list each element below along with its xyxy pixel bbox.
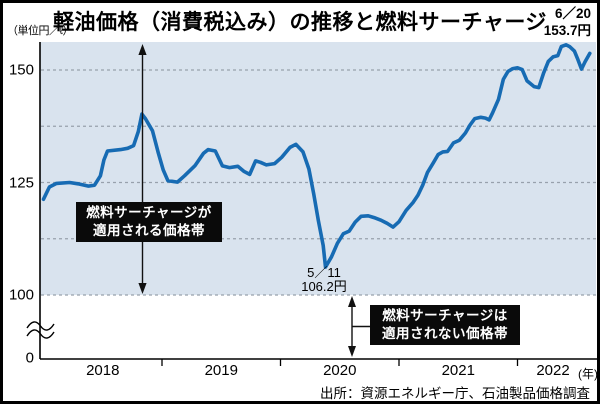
latest-date: 6／20 bbox=[554, 6, 591, 21]
chart-title: 軽油価格（消費税込み）の推移と燃料サーチャージ bbox=[53, 11, 547, 34]
price-line-series bbox=[41, 42, 592, 269]
surcharge-applied-line1: 燃料サーチャージが bbox=[86, 205, 212, 220]
axes bbox=[39, 42, 597, 360]
surcharge-not-applied-label: 燃料サーチャージは 適用されない価格帯 bbox=[370, 305, 520, 345]
y-axis-label-150: 150 bbox=[8, 61, 34, 79]
dip-date: 5／11 bbox=[307, 265, 341, 280]
surcharge-applied-label: 燃料サーチャージが 適用される価格帯 bbox=[76, 202, 222, 242]
x-axis-label-2018: 2018 bbox=[86, 362, 120, 379]
source-citation: 出所：資源エネルギー庁、石油製品価格調査 bbox=[320, 386, 590, 401]
x-axis-label-2022: 2022 bbox=[536, 362, 570, 379]
surcharge-applied-line2: 適用される価格帯 bbox=[93, 223, 205, 238]
unit-label: （単位円／ℓ） bbox=[7, 25, 74, 37]
latest-price-annotation: 6／20 153.7円 bbox=[544, 5, 591, 39]
x-axis-label-2019: 2019 bbox=[204, 362, 238, 379]
not-applied-range-arrow bbox=[348, 296, 371, 357]
x-axis-ticks bbox=[161, 359, 519, 366]
y-axis-label-100: 100 bbox=[8, 286, 34, 304]
dip-price: 106.2円 bbox=[301, 279, 347, 294]
dip-annotation: 5／11 106.2円 bbox=[301, 266, 347, 294]
year-axis-suffix: (年) bbox=[578, 367, 598, 381]
y-axis-label-125: 125 bbox=[8, 174, 34, 191]
x-axis-label-2020: 2020 bbox=[323, 362, 357, 379]
surcharge-band bbox=[40, 42, 596, 295]
applied-range-arrow bbox=[138, 44, 147, 294]
surcharge-not-applied-line1: 燃料サーチャージは bbox=[382, 308, 508, 323]
surcharge-not-applied-line2: 適用されない価格帯 bbox=[382, 326, 508, 341]
y-axis-label-0: 0 bbox=[25, 349, 34, 367]
latest-price: 153.7円 bbox=[543, 23, 591, 38]
x-axis-label-2021: 2021 bbox=[441, 362, 475, 379]
axis-break-icon bbox=[26, 321, 55, 339]
